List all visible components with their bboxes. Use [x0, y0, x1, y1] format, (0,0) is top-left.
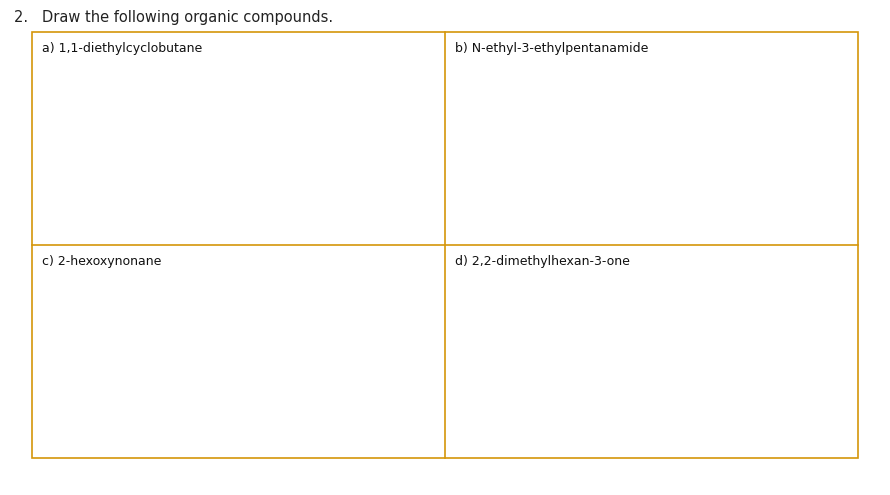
Text: d) 2,2-dimethylhexan-3-one: d) 2,2-dimethylhexan-3-one	[455, 255, 630, 268]
Text: a) 1,1-diethylcyclobutane: a) 1,1-diethylcyclobutane	[42, 42, 202, 55]
Text: c) 2-hexoxynonane: c) 2-hexoxynonane	[42, 255, 161, 268]
Bar	[32, 32, 858, 458]
Text: 2.   Draw the following organic compounds.: 2. Draw the following organic compounds.	[14, 10, 333, 25]
Text: b) N-ethyl-3-ethylpentanamide: b) N-ethyl-3-ethylpentanamide	[455, 42, 649, 55]
